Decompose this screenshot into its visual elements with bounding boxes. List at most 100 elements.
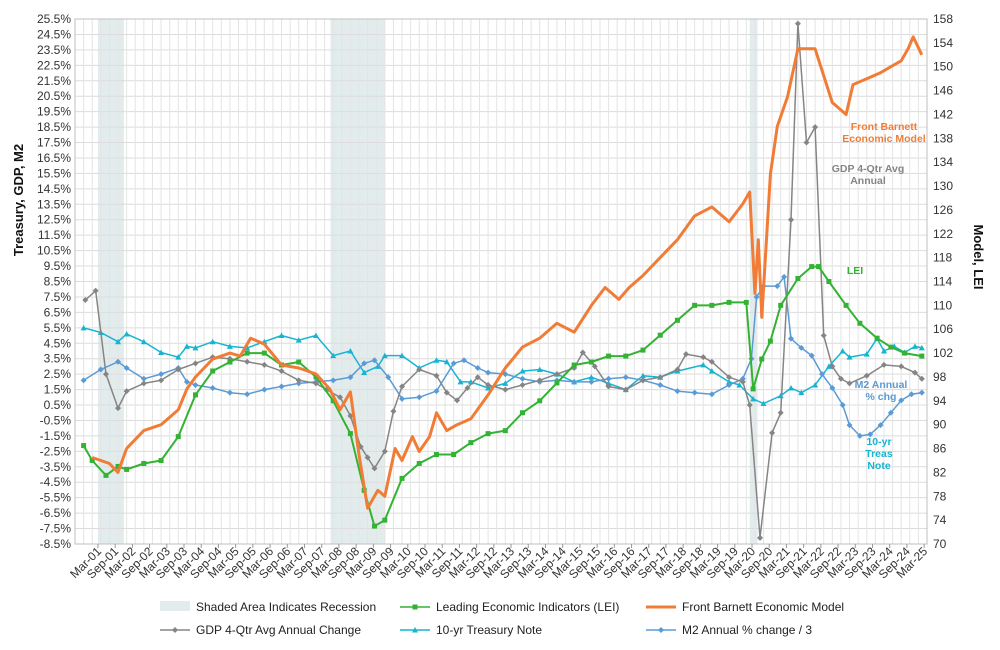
leading-economic-indicators-lei-point bbox=[296, 359, 302, 365]
m2-annual-change-3-point bbox=[605, 375, 612, 382]
m2-annual-change-3-point bbox=[798, 344, 805, 351]
10-yr-treasury-note-point bbox=[736, 381, 743, 388]
leading-economic-indicators-lei-point bbox=[175, 434, 181, 440]
left-tick-label: 18.5% bbox=[37, 120, 71, 134]
leading-economic-indicators-lei-point bbox=[158, 457, 164, 463]
leading-economic-indicators-lei-point bbox=[623, 353, 629, 359]
left-tick-label: 0.5% bbox=[44, 398, 72, 412]
left-tick-label: 4.5% bbox=[44, 336, 72, 350]
gdp-4-qtr-avg-annual-change-point bbox=[820, 332, 827, 339]
right-tick-label: 86 bbox=[933, 442, 947, 456]
right-tick-label: 150 bbox=[933, 60, 953, 74]
gdp-4-qtr-avg-annual-change-point bbox=[683, 351, 690, 358]
gdp-4-qtr-avg-annual-change-point bbox=[553, 371, 560, 378]
leading-economic-indicators-lei-point bbox=[347, 431, 353, 437]
legend-label-m2-annual-change-3: M2 Annual % change / 3 bbox=[682, 623, 812, 637]
legend-label-leading-economic-indicators-lei: Leading Economic Indicators (LEI) bbox=[436, 600, 619, 614]
leading-economic-indicators-lei-point bbox=[451, 452, 457, 458]
right-tick-label: 106 bbox=[933, 322, 953, 336]
m2-annual-change-3-point bbox=[839, 402, 846, 409]
leading-economic-indicators-lei-point bbox=[485, 431, 491, 437]
gdp-4-qtr-avg-annual-change-point bbox=[622, 386, 629, 393]
m2-annual-change-3-point bbox=[918, 389, 925, 396]
right-tick-label: 110 bbox=[933, 298, 952, 312]
right-axis-ticks: 70 74 78 82 86 90 94 98 102 106 110 114 118 122 126 130… bbox=[933, 12, 953, 551]
leading-economic-indicators-lei-point bbox=[115, 463, 121, 469]
plot-frame bbox=[74, 18, 928, 545]
right-tick-label: 130 bbox=[933, 179, 953, 193]
legend-label-gdp-4-qtr-avg-annual-change: GDP 4-Qtr Avg Annual Change bbox=[196, 623, 361, 637]
10-yr-treasury-note-point bbox=[918, 344, 925, 351]
leading-economic-indicators-lei-point bbox=[795, 276, 801, 282]
m2-annual-change-3-point bbox=[244, 391, 251, 398]
gdp-4-qtr-avg-annual-change-point bbox=[278, 368, 285, 375]
left-tick-label: 13.5% bbox=[37, 197, 71, 211]
m2-annual-change-3-point bbox=[123, 364, 130, 371]
leading-economic-indicators-lei-point bbox=[571, 362, 577, 368]
leading-economic-indicators-lei-point bbox=[416, 460, 422, 466]
10-yr-treasury-note-point bbox=[443, 358, 450, 365]
m2-annual-change-3-point bbox=[829, 385, 836, 392]
legend: Shaded Area Indicates Recession Leading E… bbox=[160, 600, 844, 637]
gdp-4-qtr-avg-annual-change-point bbox=[640, 377, 646, 384]
left-axis-ticks: -8.5%-7.5% -6.5%-5.5% -4.5%-3.5% -2.5%-1.5%… bbox=[37, 12, 71, 551]
m2-annual-change-3-point bbox=[588, 378, 595, 385]
leading-economic-indicators-lei-point bbox=[89, 457, 95, 463]
right-tick-label: 114 bbox=[933, 275, 952, 289]
10-yr-treasury-note-line bbox=[83, 327, 922, 405]
leading-economic-indicators-lei-point bbox=[554, 380, 560, 386]
10-yr-treasury-note-point bbox=[330, 352, 337, 359]
leading-economic-indicators-lei-point bbox=[371, 523, 377, 529]
10-yr-treasury-note-point bbox=[640, 372, 646, 379]
right-tick-label: 138 bbox=[933, 131, 953, 145]
10-yr-treasury-note-point bbox=[502, 380, 509, 386]
leading-economic-indicators-lei-point bbox=[103, 472, 109, 478]
gdp-4-qtr-avg-annual-change-point bbox=[416, 366, 423, 373]
10-yr-treasury-note-point bbox=[399, 352, 406, 359]
left-tick-label: 22.5% bbox=[37, 58, 71, 72]
m2-annual-change-3-point bbox=[622, 374, 629, 381]
10-yr-treasury-note-point bbox=[175, 354, 182, 360]
gdp-4-qtr-avg-annual-change-point bbox=[803, 139, 810, 146]
leading-economic-indicators-lei-point bbox=[874, 335, 880, 341]
m2-annual-change-3-point bbox=[158, 371, 165, 378]
legend-marker-gdp-4-qtr-avg-annual-change bbox=[172, 627, 178, 633]
leading-economic-indicators-lei-point bbox=[192, 392, 198, 398]
m2-annual-change-3-point bbox=[887, 409, 894, 416]
right-tick-label: 70 bbox=[933, 537, 947, 551]
m2-annual-change-3-point bbox=[330, 377, 337, 384]
left-tick-label: 15.5% bbox=[37, 166, 71, 180]
left-tick-label: -1.5% bbox=[40, 429, 72, 443]
leading-economic-indicators-lei-point bbox=[857, 320, 863, 326]
10-yr-treasury-note-point bbox=[123, 331, 130, 337]
gdp-4-qtr-avg-annual-change-point bbox=[605, 383, 612, 390]
m2-annual-change-3-point bbox=[781, 273, 788, 280]
10-yr-treasury-note-point bbox=[457, 378, 464, 385]
m2-annual-change-3-point bbox=[691, 389, 698, 396]
front-barnett-economic-model-line bbox=[91, 35, 924, 510]
leading-economic-indicators-lei-point bbox=[261, 350, 267, 356]
right-tick-label: 142 bbox=[933, 107, 953, 121]
gdp-4-qtr-avg-annual-change-point bbox=[898, 363, 905, 370]
10-yr-treasury-note-point bbox=[846, 354, 853, 360]
leading-economic-indicators-lei-point bbox=[468, 440, 474, 446]
m2-annual-change-3-point bbox=[295, 380, 302, 387]
gdp-4-qtr-avg-annual-change-point bbox=[788, 216, 795, 223]
right-tick-label: 102 bbox=[933, 346, 953, 360]
gdp-4-qtr-avg-annual-change-point bbox=[337, 394, 344, 401]
m2-annual-change-3-point bbox=[753, 293, 760, 300]
right-tick-label: 158 bbox=[933, 12, 953, 26]
gdp-4-qtr-avg-annual-change-point bbox=[880, 361, 887, 368]
gdp-4-qtr-avg-annual-change-point bbox=[399, 383, 406, 390]
leading-economic-indicators-lei-point bbox=[606, 353, 612, 359]
m2-annual-change-3-point bbox=[361, 360, 368, 367]
m2-annual-change-3-point bbox=[80, 377, 87, 384]
left-tick-label: -8.5% bbox=[40, 537, 72, 551]
m2-annual-change-3-point bbox=[726, 381, 733, 388]
leading-economic-indicators-lei-point bbox=[399, 475, 405, 481]
leading-economic-indicators-lei-point bbox=[888, 344, 894, 350]
left-tick-label: 25.5% bbox=[37, 12, 71, 26]
m2-annual-change-3-point bbox=[898, 397, 905, 404]
m2-annual-change-3-point bbox=[867, 431, 874, 438]
